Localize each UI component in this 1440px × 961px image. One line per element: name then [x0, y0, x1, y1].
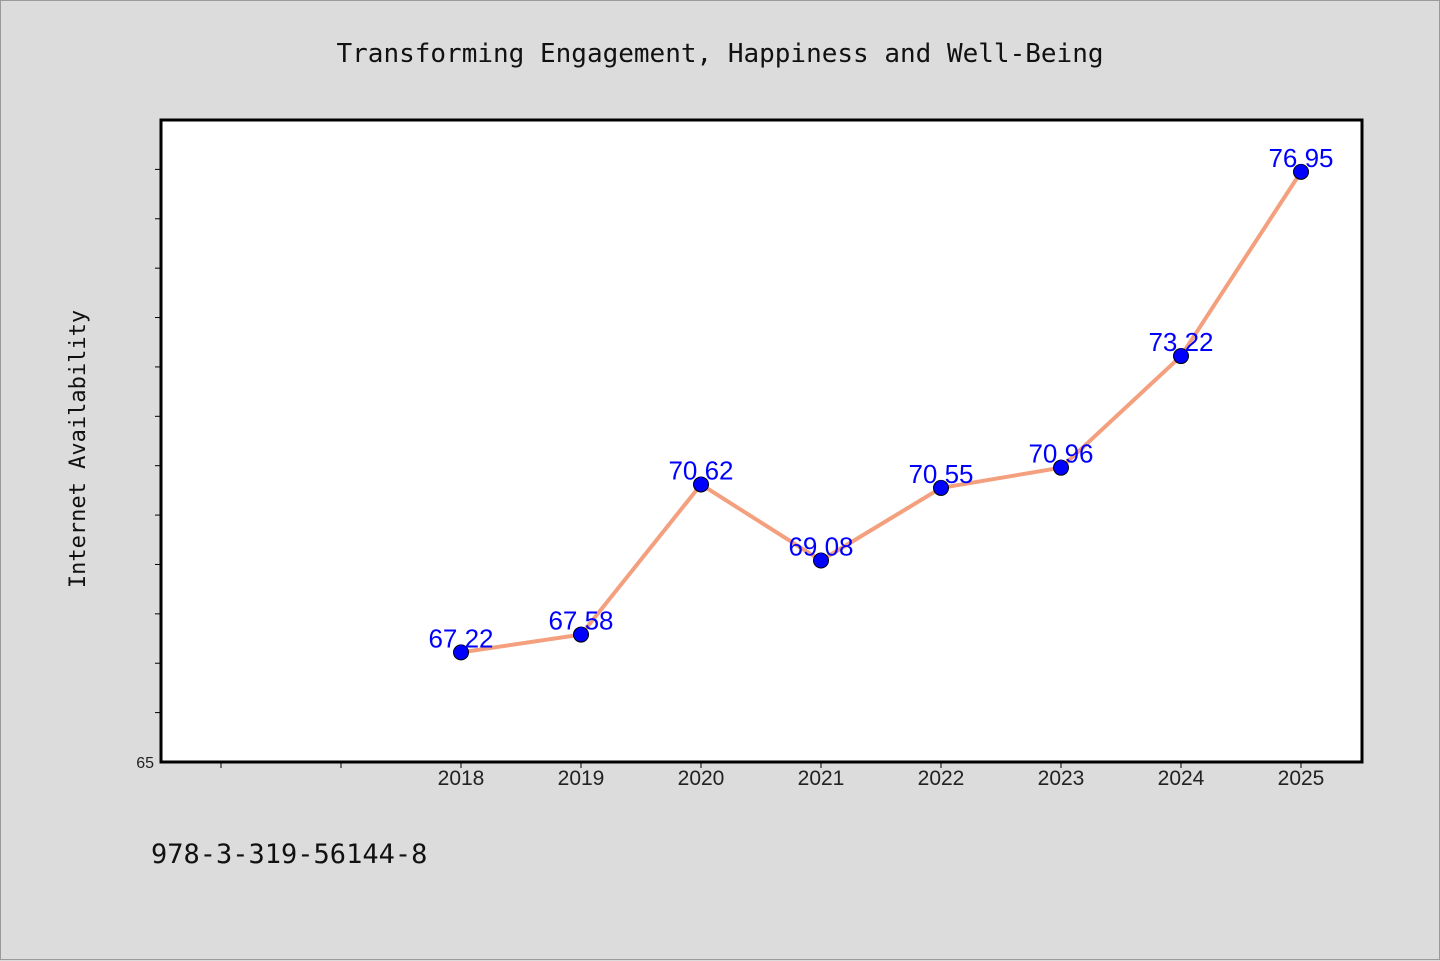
footer-isbn: 978-3-319-56144-8 — [151, 839, 427, 870]
data-label: 67.22 — [428, 623, 493, 653]
x-tick-label: 2025 — [1278, 767, 1325, 790]
data-label: 70.96 — [1028, 439, 1093, 469]
chart-title: Transforming Engagement, Happiness and W… — [336, 39, 1103, 69]
x-tick-label: 2021 — [798, 767, 845, 790]
data-label: 70.62 — [668, 455, 733, 485]
axis-ticks — [155, 168, 1302, 768]
data-point — [1293, 163, 1309, 180]
x-tick-label: 2023 — [1038, 767, 1085, 790]
data-point — [813, 552, 829, 569]
data-point — [933, 479, 949, 496]
data-labels: 67.22 67.58 70.62 69.08 70.55 70.96 73.22 76.95 — [428, 143, 1333, 654]
x-tick-label: 2020 — [678, 767, 725, 790]
series-line — [460, 170, 1303, 655]
data-label: 69.08 — [788, 532, 853, 562]
series-line-group — [460, 170, 1303, 655]
y-tick-labels: 65 — [136, 755, 154, 772]
data-label: 70.55 — [908, 459, 973, 489]
y-tick-label: 65 — [136, 755, 154, 772]
data-point — [693, 476, 709, 493]
data-point — [573, 626, 589, 643]
data-label: 73.22 — [1148, 327, 1213, 357]
y-axis-label: Internet Availability — [66, 310, 91, 588]
data-point — [1173, 348, 1189, 365]
data-label: 67.58 — [548, 606, 613, 636]
x-tick-label: 2024 — [1158, 767, 1205, 790]
data-point — [1053, 459, 1069, 476]
x-tick-label: 2019 — [558, 767, 605, 790]
x-tick-label: 2022 — [918, 767, 965, 790]
data-point — [453, 644, 469, 661]
plot-area — [159, 118, 1364, 764]
data-markers — [453, 163, 1309, 661]
x-tick-label: 2018 — [438, 767, 485, 790]
x-tick-labels: 2018 2019 2020 2021 2022 2023 2024 2025 — [438, 767, 1325, 790]
data-label: 76.95 — [1268, 143, 1333, 173]
